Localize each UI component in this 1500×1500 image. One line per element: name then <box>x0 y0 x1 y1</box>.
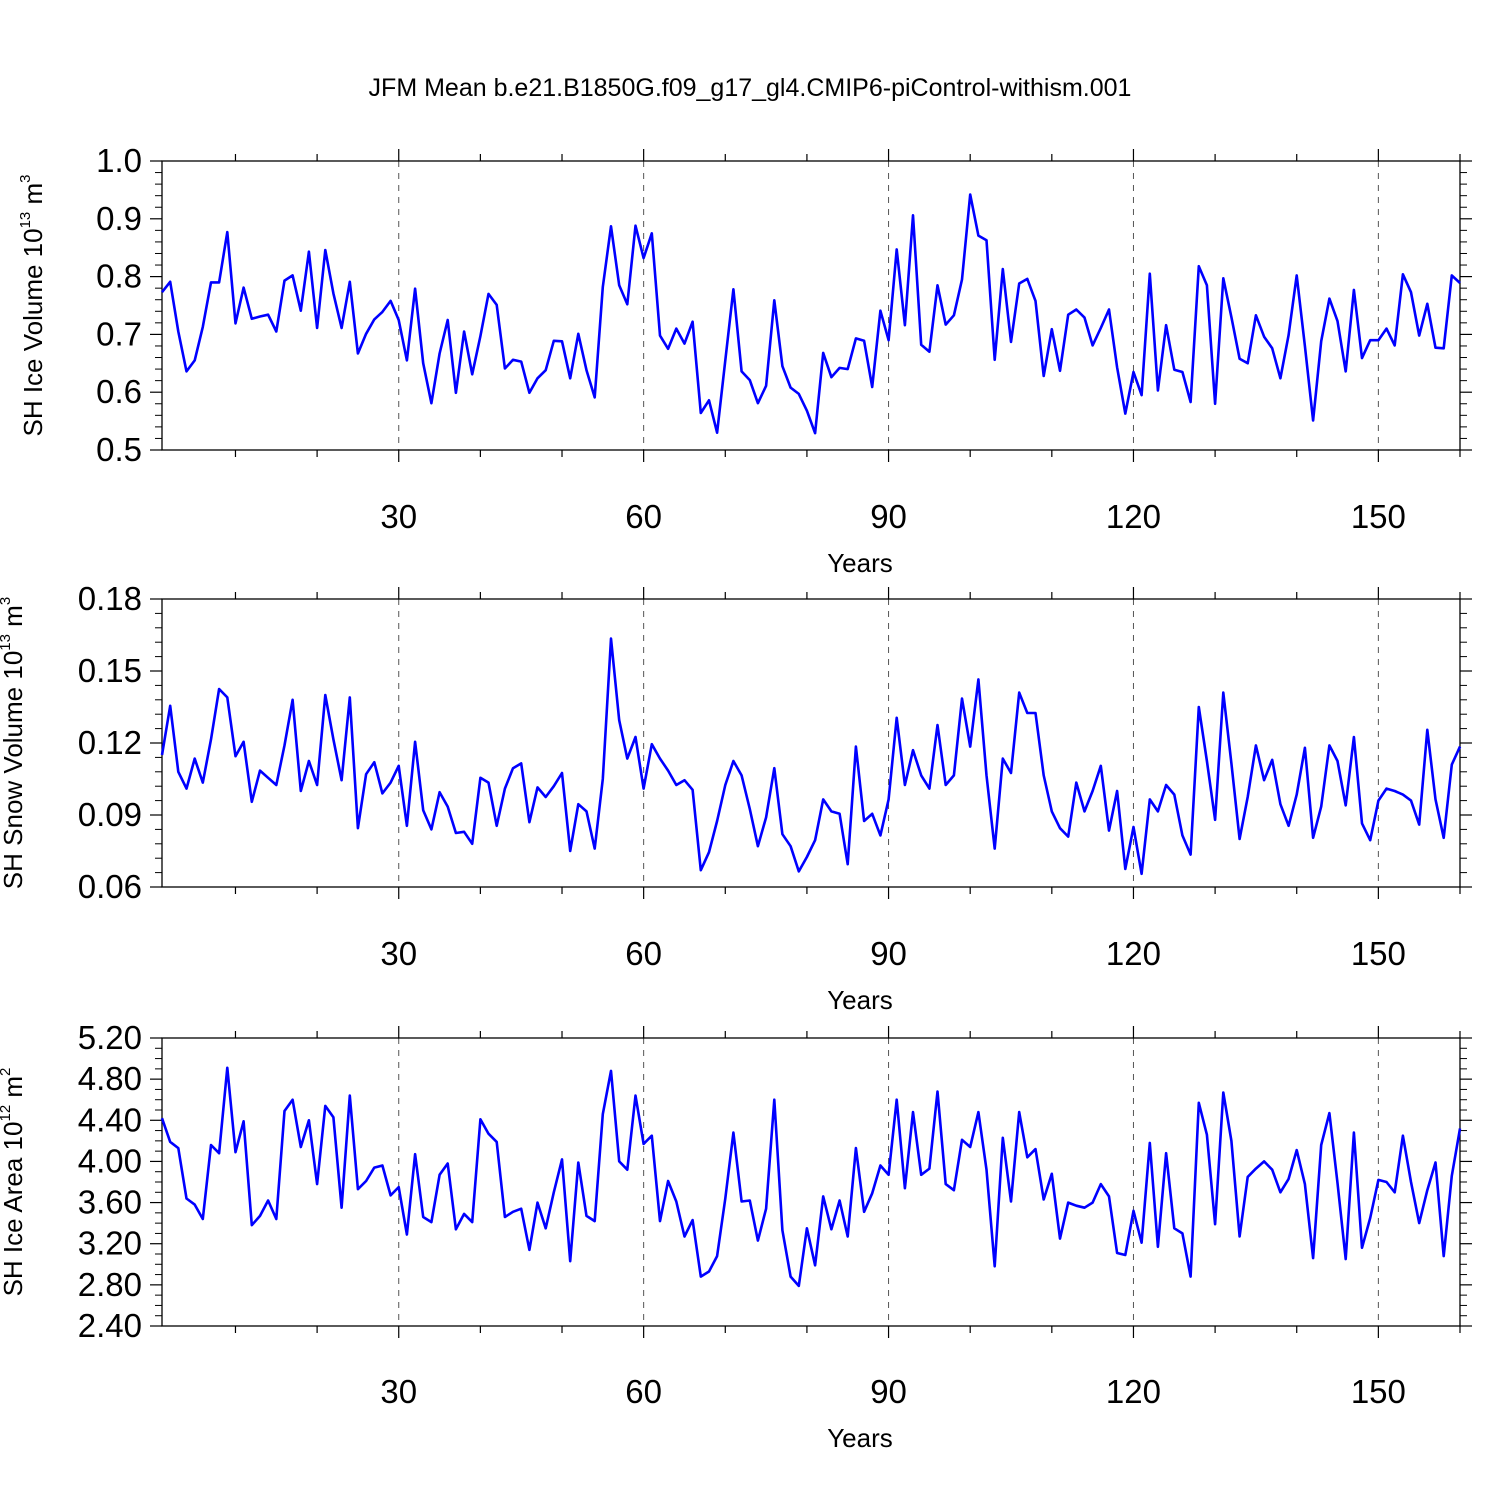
x-tick-label: 90 <box>870 1373 907 1410</box>
y-axis-label-unit-exp: 3 <box>0 597 14 605</box>
y-axis-label-unit: m <box>0 1076 28 1105</box>
y-axis-label: SH Ice Volume 1013 m3 <box>17 174 48 436</box>
x-tick-label: 120 <box>1106 935 1161 972</box>
y-axis-label-unit-exp: 3 <box>17 174 34 182</box>
y-tick-label: 0.5 <box>96 431 142 468</box>
panel-2: 30 60 90 120 150 0.06 0.09 0.12 0.15 0.18 Years SH … <box>0 580 1472 1015</box>
y-axis-label-exp: 12 <box>0 1105 14 1122</box>
y-tick-label: 2.40 <box>78 1307 142 1344</box>
y-tick-label: 0.6 <box>96 373 142 410</box>
y-tick-label: 5.20 <box>78 1019 142 1056</box>
y-tick-label: 0.09 <box>78 796 142 833</box>
series-line <box>160 637 1462 876</box>
x-tick-label: 90 <box>870 935 907 972</box>
series-line <box>160 1066 1462 1288</box>
y-axis-label: SH Ice Area 1012 m2 <box>0 1068 28 1297</box>
y-tick-label: 1.0 <box>96 142 142 179</box>
x-tick-label: 90 <box>870 498 907 535</box>
series-line <box>160 193 1461 435</box>
x-axis-label: Years <box>827 985 893 1015</box>
y-axis-label: SH Snow Volume 1013 m3 <box>0 597 28 889</box>
y-tick-label: 0.06 <box>78 868 142 905</box>
y-tick-label: 4.00 <box>78 1142 142 1179</box>
y-tick-label: 4.80 <box>78 1060 142 1097</box>
y-tick-label: 2.80 <box>78 1266 142 1303</box>
y-tick-label: 0.12 <box>78 724 142 761</box>
x-tick-label: 120 <box>1106 1373 1161 1410</box>
plot-frame <box>161 160 1461 451</box>
y-tick-label: 0.9 <box>96 200 142 237</box>
x-tick-label: 120 <box>1106 498 1161 535</box>
chart-title: JFM Mean b.e21.B1850G.f09_g17_gl4.CMIP6-… <box>369 74 1132 102</box>
y-tick-label: 3.20 <box>78 1225 142 1262</box>
y-tick-label: 0.15 <box>78 652 142 689</box>
x-tick-label: 30 <box>380 935 417 972</box>
x-tick-label: 60 <box>625 498 662 535</box>
y-tick-label: 4.40 <box>78 1101 142 1138</box>
panel-3: 30 60 90 120 150 2.40 2.80 3.20 3.60 4.00 4.40 4.80… <box>0 1019 1472 1453</box>
x-tick-label: 150 <box>1351 1373 1406 1410</box>
y-axis-label-exp: 13 <box>17 212 34 229</box>
panels: 30 60 90 120 150 0.5 0.6 0.7 0.8 0.9 1.0 Years SH Ic… <box>0 142 1472 1453</box>
x-tick-label: 30 <box>380 498 417 535</box>
x-axis-label: Years <box>827 1423 893 1453</box>
x-tick-label: 60 <box>625 935 662 972</box>
y-axis-label-main: SH Ice Area 10 <box>0 1122 28 1297</box>
y-axis-label-unit-exp: 2 <box>0 1068 14 1076</box>
y-axis-label-unit: m <box>18 183 48 212</box>
x-tick-label: 60 <box>625 1373 662 1410</box>
y-tick-label: 0.18 <box>78 580 142 617</box>
y-axis-label-unit: m <box>0 605 28 634</box>
panel-1: 30 60 90 120 150 0.5 0.6 0.7 0.8 0.9 1.0 Years SH Ic… <box>17 142 1472 578</box>
y-tick-label: 3.60 <box>78 1184 142 1221</box>
x-tick-label: 30 <box>380 1373 417 1410</box>
x-tick-label: 150 <box>1351 498 1406 535</box>
y-axis-label-main: SH Snow Volume 10 <box>0 651 28 889</box>
x-tick-label: 150 <box>1351 935 1406 972</box>
y-axis-label-exp: 13 <box>0 634 14 651</box>
plot-frame <box>161 598 1461 888</box>
y-axis-label-main: SH Ice Volume 10 <box>18 228 48 436</box>
y-tick-label: 0.8 <box>96 258 142 295</box>
x-axis-label: Years <box>827 548 893 578</box>
y-tick-label: 0.7 <box>96 315 142 352</box>
